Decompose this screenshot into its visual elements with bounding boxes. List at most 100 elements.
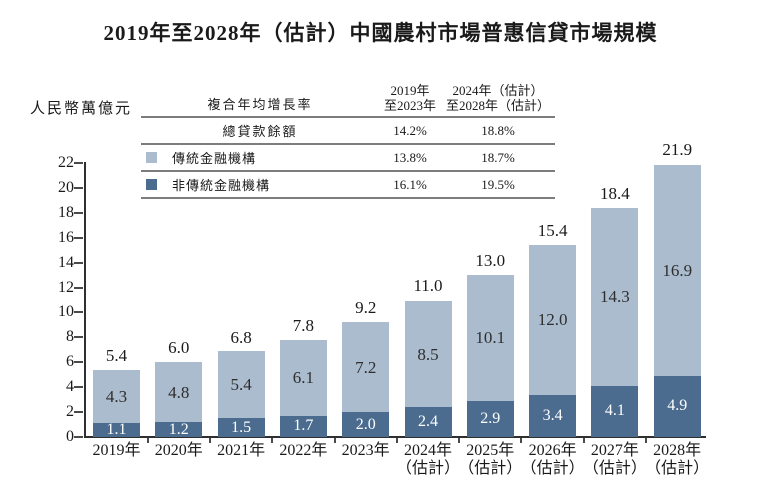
bar-segment-value: 2.4: [418, 413, 438, 431]
y-axis: [84, 162, 86, 438]
bar-segment-traditional: 12.0: [529, 245, 577, 395]
bar-chart: 0 2 4 6 8 10 12 14 16 18 20 22 1.1 4.3 5.4 2019年 1.2 4.8 6…: [0, 140, 761, 498]
y-tick-label: 4: [66, 378, 74, 396]
y-tick-label: 0: [66, 428, 74, 445]
cagr-value-2019-2023: 13.8%: [393, 149, 427, 165]
y-axis-unit-label: 人民幣萬億元: [30, 101, 133, 117]
bar-segment-non-traditional: 1.7: [279, 415, 327, 437]
bar-segment-traditional: 6.1: [279, 339, 327, 416]
cagr-value-2019-2023: 16.1%: [393, 176, 427, 192]
cagr-row-total-loans: 總貸款餘額 14.2% 18.8%: [141, 118, 555, 145]
bar-total-label: 7.8: [292, 315, 315, 335]
bar-segment-value: 10.1: [475, 328, 506, 348]
cagr-value-2024-2028: 18.8%: [481, 122, 515, 138]
y-tick-mark: [74, 236, 83, 239]
y-tick-mark: [74, 162, 83, 164]
y-tick-mark: [74, 186, 83, 189]
bar-segment-value: 1.1: [106, 421, 127, 439]
bar-segment-non-traditional: 4.9: [653, 375, 701, 437]
bar-total-label: 6.0: [168, 338, 190, 358]
cagr-header-period-1: 2019年 至2023年: [383, 83, 436, 113]
bar-segment-value: 8.5: [417, 344, 439, 364]
bar-segment-value: 5.4: [230, 375, 252, 395]
x-axis-category-label: 2022年: [279, 442, 328, 459]
bar-total-label: 6.8: [230, 328, 252, 348]
chart-title: 2019年至2028年（估計）中國農村市場普惠信貸市場規模: [103, 21, 658, 45]
x-axis-category-label: 2021年: [217, 442, 266, 459]
bar-segment-non-traditional: 4.1: [591, 385, 639, 437]
bar-segment-traditional: 4.3: [93, 369, 140, 424]
bar-segment-traditional: 7.2: [342, 322, 390, 413]
bar-segment-non-traditional: 1.2: [155, 420, 203, 438]
cagr-value-2024-2028: 19.5%: [481, 176, 515, 192]
bar-segment-value: 1.2: [168, 420, 189, 438]
y-tick-mark: [74, 336, 83, 339]
bar-segment-value: 4.8: [168, 382, 190, 402]
bar-segment-value: 2.9: [480, 409, 501, 427]
bar-total-label: 15.4: [537, 221, 568, 241]
bar-segment-traditional: 10.1: [466, 275, 514, 401]
bar-segment-non-traditional: 2.9: [466, 400, 514, 437]
bar-segment-value: 4.9: [667, 397, 688, 415]
bar-segment-value: 7.2: [355, 357, 377, 377]
y-tick-mark: [74, 361, 83, 364]
cagr-table: 複合年均增長率 2019年 至2023年 2024年（估計） 至2028年（估計…: [141, 73, 555, 199]
y-tick-mark: [74, 436, 83, 438]
x-tick-mark: [645, 438, 648, 443]
x-axis-category-label: 2027年 （估計）: [582, 442, 647, 477]
bar-segment-value: 12.0: [537, 310, 568, 330]
y-tick-label: 8: [66, 328, 74, 346]
bar-segment-value: 4.1: [604, 402, 625, 420]
bar-total-label: 5.4: [105, 345, 128, 365]
cagr-row-traditional: 傳統金融機構 13.8% 18.7%: [141, 145, 555, 172]
bar-segment-traditional: 14.3: [591, 207, 639, 386]
bar-total-label: 9.2: [355, 298, 377, 318]
y-tick-label: 16: [58, 228, 74, 246]
cagr-value-2024-2028: 18.7%: [481, 149, 515, 165]
bar-segment-value: 4.3: [105, 387, 128, 406]
y-tick-label: 10: [58, 303, 74, 321]
y-tick-mark: [74, 211, 83, 214]
bar-segment-value: 1.7: [293, 417, 314, 435]
cagr-value-2019-2023: 14.2%: [393, 122, 427, 138]
bar-total-label: 21.9: [662, 140, 693, 160]
bar-segment-value: 16.9: [662, 261, 693, 281]
bar-segment-traditional: 5.4: [217, 351, 265, 419]
y-tick-mark: [74, 261, 83, 264]
row-label: 傳統金融機構: [172, 151, 257, 166]
y-tick-label: 2: [66, 403, 74, 421]
x-tick-mark: [395, 438, 398, 443]
bar-total-label: 13.0: [475, 251, 506, 271]
row-label: 總貸款餘額: [222, 124, 298, 139]
y-tick-mark: [74, 411, 83, 414]
bar-segment-non-traditional: 2.0: [342, 412, 390, 437]
row-label: 非傳統金融機構: [172, 178, 271, 193]
cagr-header-period-2: 2024年（估計） 至2028年（估計）: [445, 83, 550, 113]
bar-segment-value: 6.1: [292, 368, 315, 388]
x-axis-category-label: 2025年 （估計）: [458, 442, 523, 477]
y-tick-label: 22: [58, 154, 74, 171]
x-axis-category-label: 2024年 （估計）: [395, 442, 460, 477]
y-tick-mark: [74, 311, 83, 314]
cagr-row-non-traditional: 非傳統金融機構 16.1% 19.5%: [141, 172, 555, 199]
bar-segment-value: 14.3: [600, 287, 630, 307]
bar-segment-non-traditional: 1.1: [93, 421, 140, 439]
y-tick-mark: [74, 286, 83, 289]
bar-segment-traditional: 8.5: [404, 301, 452, 408]
y-tick-label: 6: [66, 353, 74, 371]
y-tick-label: 12: [58, 278, 74, 296]
x-tick-mark: [458, 438, 461, 443]
x-tick-mark: [146, 438, 149, 443]
bar-segment-traditional: 4.8: [155, 362, 203, 423]
x-tick-mark: [582, 438, 585, 443]
x-tick-mark: [271, 438, 274, 443]
y-tick-label: 14: [58, 253, 74, 271]
bar-segment-non-traditional: 2.4: [404, 407, 452, 437]
x-axis-category-label: 2026年 （估計）: [520, 442, 585, 477]
bar-segment-non-traditional: 3.4: [529, 394, 577, 437]
cagr-table-header: 複合年均增長率 2019年 至2023年 2024年（估計） 至2028年（估計…: [141, 73, 555, 118]
bar-segment-traditional: 16.9: [653, 165, 701, 376]
bar-segment-value: 3.4: [542, 406, 563, 424]
x-tick-mark: [520, 438, 523, 443]
